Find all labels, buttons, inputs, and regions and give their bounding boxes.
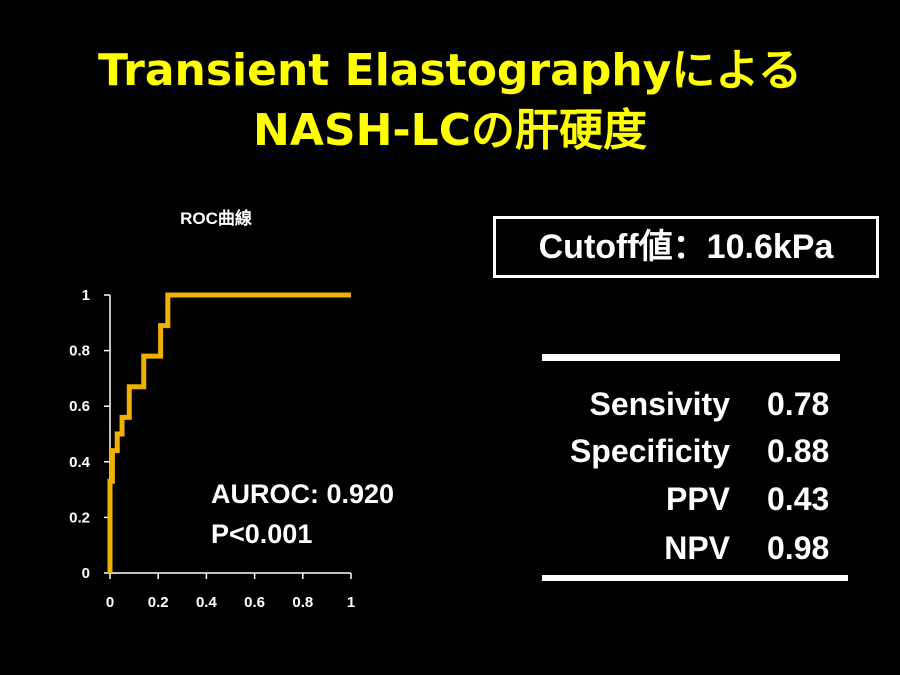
- slide-title-line1: Transient Elastographyによる: [97, 45, 803, 96]
- stat-label: Sensivity: [589, 386, 730, 422]
- y-tick-label: 0: [82, 565, 90, 582]
- stat-label: NPV: [664, 530, 730, 566]
- cutoff-box: Cutoff値：10.6kPa: [493, 216, 879, 278]
- x-tick-label: 0.8: [292, 594, 313, 611]
- stat-value: 0.78: [767, 386, 830, 422]
- y-tick-label: 0.6: [69, 398, 90, 415]
- x-tick-label: 0: [106, 594, 114, 611]
- p-value-annotation: P<0.001: [211, 519, 312, 549]
- x-tick-label: 0.6: [244, 594, 265, 611]
- slide-title-line2: NASH-LCの肝硬度: [253, 105, 647, 156]
- y-tick-label: 1: [82, 287, 90, 304]
- stat-value: 0.98: [767, 530, 830, 566]
- y-tick-label: 0.2: [69, 509, 90, 526]
- table-bottom-rule: [542, 575, 848, 581]
- stat-row-sensitivity: Sensivity 0.78: [540, 386, 860, 434]
- x-tick-label: 0.4: [196, 594, 218, 611]
- stat-label: Specificity: [569, 433, 730, 469]
- stat-row-ppv: PPV 0.43: [540, 481, 860, 529]
- roc-curve-line: [107, 292, 351, 573]
- stat-value: 0.88: [767, 433, 830, 469]
- stat-row-specificity: Specificity 0.88: [540, 433, 860, 481]
- stat-value: 0.43: [767, 481, 830, 517]
- stat-row-npv: NPV 0.98: [540, 530, 860, 578]
- table-top-rule: [542, 354, 840, 361]
- x-tick-label: 0.2: [148, 594, 169, 611]
- x-tick-label: 1: [347, 594, 355, 611]
- chart-title: ROC曲線: [180, 208, 252, 228]
- y-tick-label: 0.8: [69, 343, 90, 360]
- auroc-annotation: AUROC: 0.920: [211, 479, 394, 509]
- stat-label: PPV: [665, 481, 730, 517]
- y-tick-label: 0.4: [69, 454, 91, 471]
